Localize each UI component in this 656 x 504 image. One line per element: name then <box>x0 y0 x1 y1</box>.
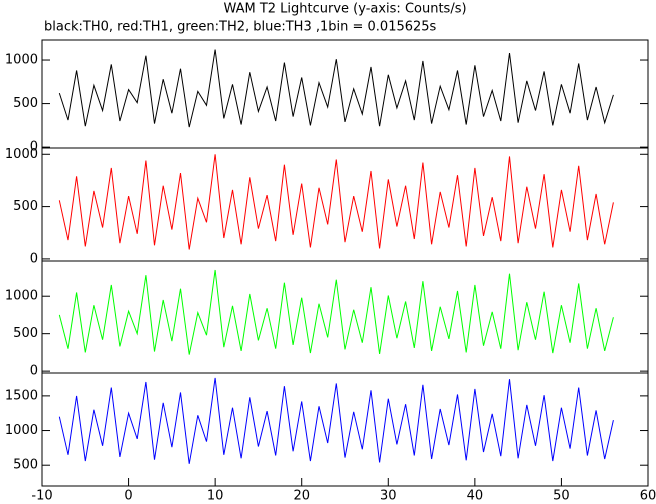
y-tick-label: 1500 <box>5 388 38 403</box>
y-tick-label: 0 <box>30 251 38 266</box>
x-tick-label: 0 <box>124 489 132 504</box>
y-tick-label: 0 <box>30 140 38 155</box>
lightcurve <box>58 49 614 128</box>
panel-frame <box>41 39 649 149</box>
x-tick-label: 40 <box>467 489 484 504</box>
lightcurve <box>58 269 614 355</box>
chart-title: WAM T2 Lightcurve (y-axis: Counts/s) <box>223 2 466 17</box>
y-tick-label: 500 <box>13 199 38 214</box>
x-tick-label: 10 <box>207 489 224 504</box>
x-tick-label: 60 <box>640 489 656 504</box>
panel-frame <box>41 372 649 487</box>
y-tick-label: 1000 <box>5 53 38 68</box>
y-tick-label: 1000 <box>5 147 38 162</box>
lightcurve <box>58 377 614 464</box>
y-tick-label: 500 <box>13 326 38 341</box>
y-tick-label: 1000 <box>5 423 38 438</box>
x-tick-label: 30 <box>380 489 397 504</box>
chart-subtitle: black:TH0, red:TH1, green:TH2, blue:TH3 … <box>44 20 437 35</box>
panel-frame <box>41 147 649 262</box>
y-tick-label: 1000 <box>5 289 38 304</box>
y-tick-label: 0 <box>30 364 38 379</box>
x-tick-label: 20 <box>293 489 310 504</box>
panel-frame <box>41 260 649 374</box>
y-tick-label: 500 <box>13 458 38 473</box>
x-tick-label: -10 <box>31 489 52 504</box>
y-tick-label: 500 <box>13 96 38 111</box>
x-tick-label: 50 <box>553 489 570 504</box>
lightcurve <box>58 154 614 250</box>
